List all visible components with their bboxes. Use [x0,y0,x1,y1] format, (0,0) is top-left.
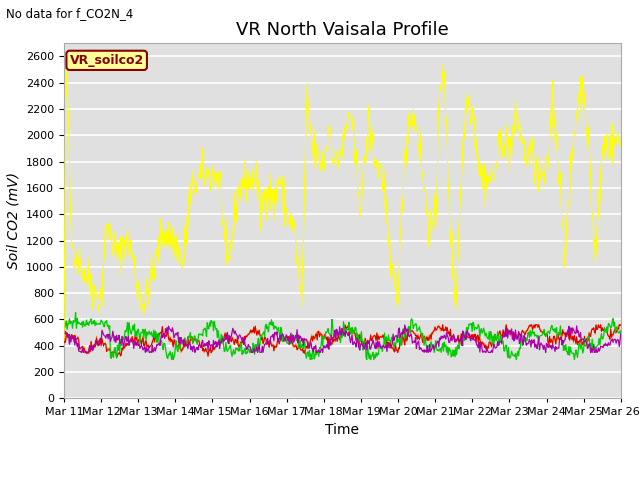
Title: VR North Vaisala Profile: VR North Vaisala Profile [236,21,449,39]
Legend: CO2N_1, CO2N_2, CO2N_3, North -4cm, East -4cm: CO2N_1, CO2N_2, CO2N_3, North -4cm, East… [106,477,579,480]
Y-axis label: Soil CO2 (mV): Soil CO2 (mV) [6,172,20,269]
Text: No data for f_CO2N_4: No data for f_CO2N_4 [6,7,134,20]
Text: VR_soilco2: VR_soilco2 [70,54,144,67]
X-axis label: Time: Time [325,423,360,437]
